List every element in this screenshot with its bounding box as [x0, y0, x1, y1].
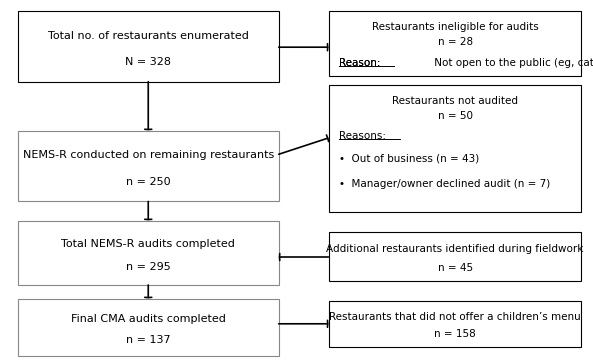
Text: n = 28: n = 28 [438, 37, 473, 46]
FancyBboxPatch shape [329, 301, 581, 347]
Text: •  Out of business (n = 43): • Out of business (n = 43) [339, 154, 480, 164]
Text: Final CMA audits completed: Final CMA audits completed [71, 314, 226, 324]
FancyBboxPatch shape [329, 85, 581, 212]
Text: n = 137: n = 137 [126, 335, 171, 345]
FancyBboxPatch shape [18, 11, 279, 82]
FancyBboxPatch shape [329, 11, 581, 76]
Text: n = 250: n = 250 [126, 177, 171, 187]
Text: Restaurants ineligible for audits: Restaurants ineligible for audits [372, 22, 538, 32]
Text: n = 295: n = 295 [126, 262, 171, 272]
Text: n = 158: n = 158 [434, 329, 476, 339]
FancyBboxPatch shape [18, 131, 279, 201]
FancyBboxPatch shape [18, 299, 279, 356]
Text: Total no. of restaurants enumerated: Total no. of restaurants enumerated [48, 30, 248, 41]
Text: Reason:: Reason: [339, 58, 381, 68]
Text: n = 50: n = 50 [438, 111, 473, 121]
Text: n = 45: n = 45 [438, 262, 473, 273]
Text: Not open to the public (eg, catering): Not open to the public (eg, catering) [431, 58, 593, 68]
Text: Reasons:: Reasons: [339, 131, 386, 141]
Text: Restaurants that did not offer a children’s menu: Restaurants that did not offer a childre… [329, 312, 581, 322]
Text: Restaurants not audited: Restaurants not audited [392, 95, 518, 106]
Text: Additional restaurants identified during fieldwork: Additional restaurants identified during… [326, 244, 584, 254]
Text: •  Manager/owner declined audit (n = 7): • Manager/owner declined audit (n = 7) [339, 179, 550, 189]
Text: Reason:: Reason: [339, 58, 381, 68]
FancyBboxPatch shape [18, 221, 279, 285]
FancyBboxPatch shape [329, 232, 581, 281]
Text: NEMS-R conducted on remaining restaurants: NEMS-R conducted on remaining restaurant… [23, 150, 274, 160]
Text: N = 328: N = 328 [125, 57, 171, 67]
Text: Total NEMS-R audits completed: Total NEMS-R audits completed [61, 238, 235, 249]
